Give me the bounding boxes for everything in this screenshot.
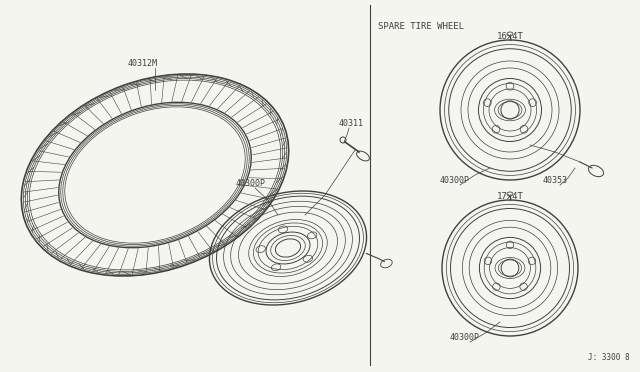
Text: 40311: 40311 xyxy=(339,119,364,128)
Text: 40353: 40353 xyxy=(543,176,568,185)
Text: 40300P: 40300P xyxy=(440,176,470,185)
Text: 17x4T: 17x4T xyxy=(497,192,524,201)
Text: 40300P: 40300P xyxy=(236,179,266,188)
Text: SPARE TIRE WHEEL: SPARE TIRE WHEEL xyxy=(378,22,464,31)
Text: 40312M: 40312M xyxy=(128,59,158,68)
Text: 40300P: 40300P xyxy=(450,333,480,342)
Text: J: 3300 8: J: 3300 8 xyxy=(588,353,630,362)
Text: 16x4T: 16x4T xyxy=(497,32,524,41)
